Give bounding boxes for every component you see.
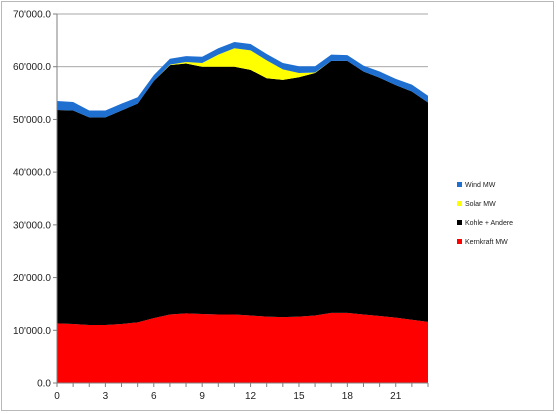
y-axis-ticks: 0.0 10'000.0 20'000.0 30'000.0 40'000.0 50'00…	[13, 10, 57, 390]
legend-label: Kohle + Andere	[465, 220, 513, 227]
legend-label: Solar MW	[465, 201, 496, 208]
y-tick-label: 10'000.0	[13, 326, 51, 337]
legend-swatch	[457, 239, 462, 244]
y-tick-label: 40'000.0	[13, 168, 51, 179]
x-tick-label: 6	[151, 391, 157, 402]
legend-swatch	[457, 182, 462, 187]
y-tick-label: 20'000.0	[13, 273, 51, 284]
x-tick-label: 0	[54, 391, 60, 402]
legend-item-solar-mw: Solar MW	[457, 201, 496, 208]
area-kernkraft-mw	[57, 312, 428, 383]
legend-swatch	[457, 220, 462, 225]
legend: Wind MW Solar MW Kohle + Andere Kernkraft M…	[457, 182, 513, 246]
legend-item-wind-mw: Wind MW	[457, 182, 496, 189]
x-tick-label: 21	[390, 391, 402, 402]
area-series	[57, 41, 428, 383]
area-wind-mw	[57, 41, 428, 118]
y-tick-label: 70'000.0	[13, 10, 51, 21]
axes	[56, 14, 428, 384]
x-tick-label: 9	[199, 391, 205, 402]
area-solar-mw	[57, 48, 428, 118]
y-tick-label: 0.0	[37, 379, 51, 390]
legend-item-kernkraft-mw: Kernkraft MW	[457, 239, 508, 246]
x-tick-label: 18	[342, 391, 354, 402]
legend-swatch	[457, 201, 462, 206]
y-tick-label: 30'000.0	[13, 220, 51, 231]
legend-label: Wind MW	[465, 182, 496, 189]
legend-item-kohle-andere: Kohle + Andere	[457, 220, 513, 227]
x-axis-ticks: 0 3 6 9 12 15 18 21	[54, 383, 429, 402]
x-tick-label: 12	[245, 391, 257, 402]
legend-label: Kernkraft MW	[465, 239, 508, 246]
x-tick-label: 15	[293, 391, 305, 402]
y-tick-label: 60'000.0	[13, 62, 51, 73]
x-tick-label: 3	[103, 391, 109, 402]
area-kohle-andere	[57, 60, 428, 326]
y-tick-label: 50'000.0	[13, 115, 51, 126]
